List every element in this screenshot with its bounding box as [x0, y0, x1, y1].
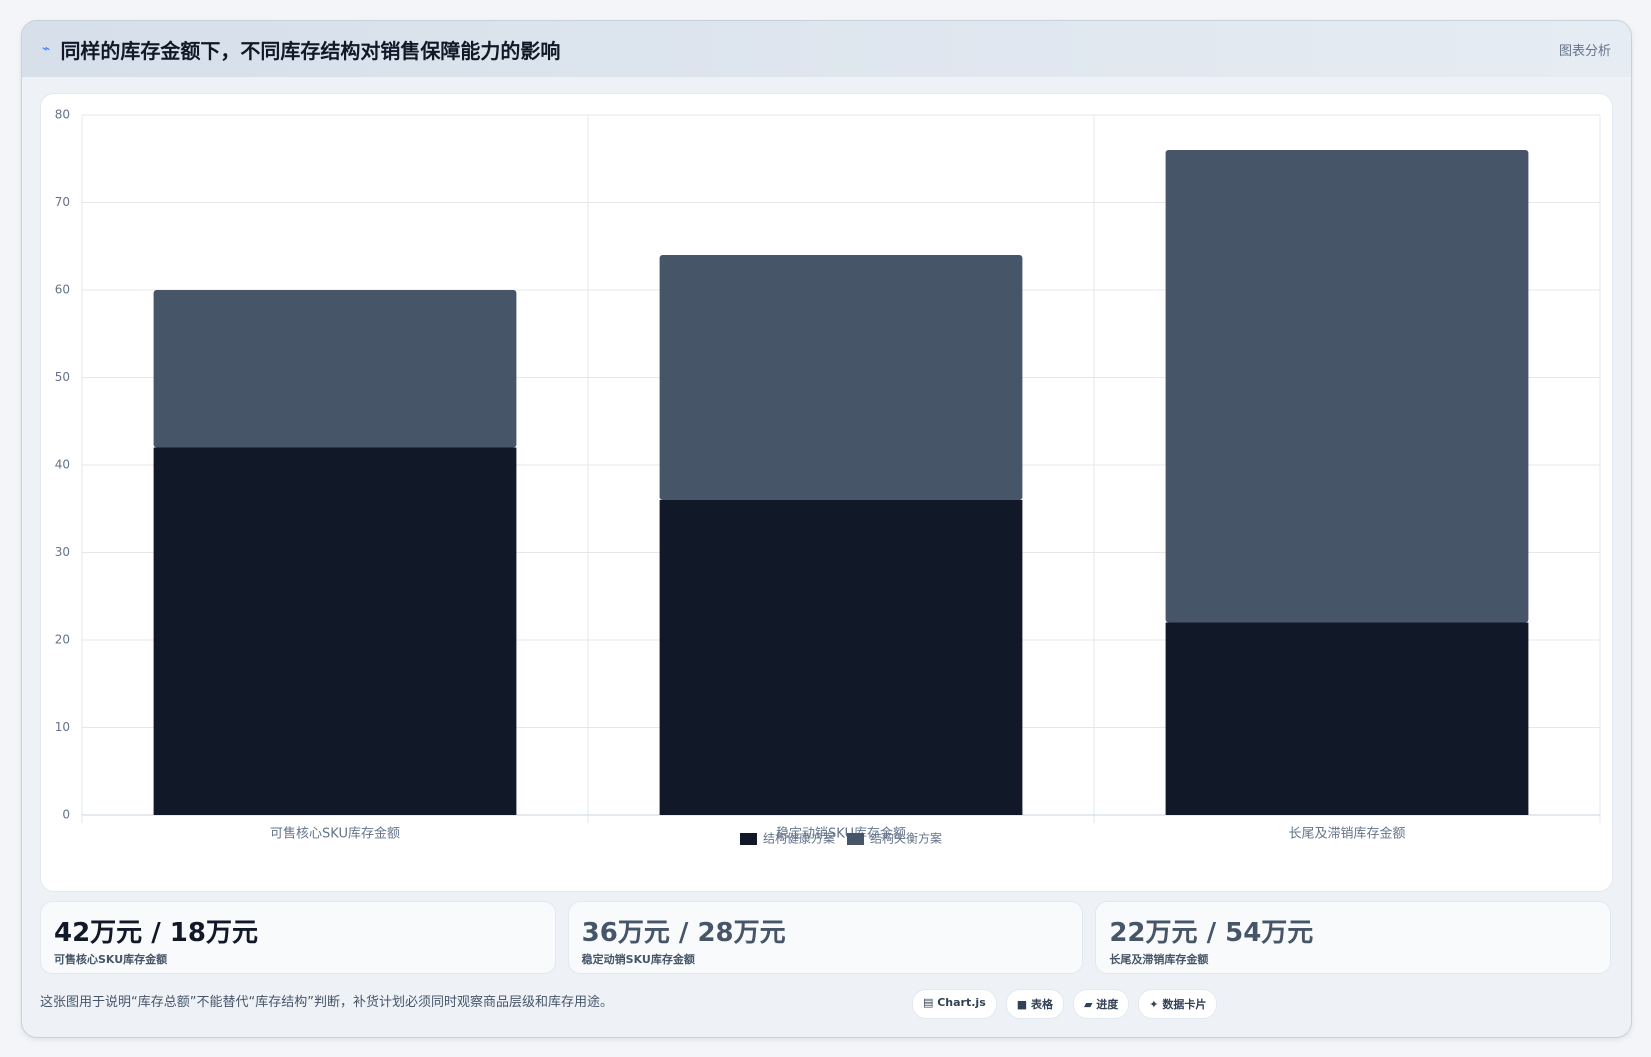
bar: [153, 447, 517, 815]
stat-card: 36万元 / 28万元稳定动销SKU库存金额: [567, 901, 1084, 974]
button-label: 进度: [1096, 998, 1119, 1011]
title: 同样的库存金额下，不同库存结构对销售保障能力的影响: [60, 38, 561, 63]
y-tick-label: 0: [62, 808, 70, 822]
y-tick-label: 60: [55, 283, 70, 297]
bar: [153, 290, 517, 448]
y-tick-label: 20: [55, 633, 70, 647]
button-icon: ■: [1016, 998, 1031, 1011]
x-tick-label: 长尾及滞销库存金额: [1288, 826, 1405, 842]
stat-label: 稳定动销SKU库存金额: [581, 953, 695, 966]
button-label: Chart.js: [937, 996, 986, 1009]
button-label: 表格: [1030, 998, 1053, 1011]
stat-card: 42万元 / 18万元可售核心SKU库存金额: [40, 901, 556, 974]
stat-label: 长尾及滞销库存金额: [1109, 953, 1209, 966]
y-tick-label: 50: [55, 370, 70, 384]
legend-swatch: [739, 833, 757, 845]
chart: 0 10 20 30 40 50 60 70 80 可售核心SKU库存金额 稳定动销SKU库存金额 长…: [55, 108, 1601, 846]
bar: [659, 500, 1023, 815]
x-tick-label: 稳定动销SKU库存金额: [776, 826, 906, 842]
x-tick-label: 可售核心SKU库存金额: [270, 826, 400, 842]
bar: [1165, 622, 1529, 815]
tab-button[interactable]: ▤ Chart.js: [912, 989, 997, 1019]
y-tick-label: 40: [55, 458, 70, 472]
y-tick-label: 30: [55, 545, 70, 559]
legend-label: 结构失衡方案: [870, 831, 942, 846]
stat-label: 可售核心SKU库存金额: [54, 953, 168, 966]
stat-card: 22万元 / 54万元长尾及滞销库存金额: [1095, 901, 1612, 974]
tab-button[interactable]: ✦ 数据卡片: [1138, 989, 1218, 1019]
button-label: 数据卡片: [1162, 998, 1207, 1011]
legend-label: 结构健康方案: [763, 831, 835, 846]
y-tick-label: 80: [55, 108, 70, 122]
legend-swatch: [847, 833, 864, 845]
header: ⌁ 同样的库存金额下，不同库存结构对销售保障能力的影响 图表分析: [22, 21, 1631, 77]
tab-button[interactable]: ▰ 进度: [1072, 989, 1130, 1019]
y-tick-label: 10: [55, 720, 70, 734]
y-tick-label: 70: [55, 195, 70, 209]
dashboard-card: ⌁ 同样的库存金额下，不同库存结构对销售保障能力的影响 图表分析 0 10 20 30…: [21, 20, 1632, 1038]
cards: 42万元 / 18万元 可售核心SKU库存金额 36万元 / 28万元 稳定动销SKU…: [40, 901, 1612, 974]
stat-value: 36万元 / 28万元: [581, 918, 786, 948]
bar: [659, 255, 1023, 500]
bar: [1165, 150, 1529, 623]
icon: ⌁: [42, 41, 51, 57]
stat-value: 42万元 / 18万元: [54, 918, 258, 948]
chart-panel: 0 10 20 30 40 50 60 70 80 可售核心SKU库存金额 稳定动销SKU库存金额 长…: [40, 93, 1613, 892]
stat-value: 22万元 / 54万元: [1109, 918, 1314, 948]
button-icon: ✦: [1149, 998, 1163, 1011]
button-icon: ▤: [923, 996, 938, 1009]
tab-button[interactable]: ■ 表格: [1005, 989, 1064, 1019]
badge: 图表分析: [1558, 43, 1611, 59]
button-icon: ▰: [1083, 998, 1097, 1011]
buttons: ▤ Chart.js ■ 表格 ▰ 进度 ✦ 数据卡片: [912, 989, 1218, 1019]
footer-note: 这张图用于说明“库存总额”不能替代“库存结构”判断，补货计划必须同时观察商品层级…: [40, 995, 613, 1010]
